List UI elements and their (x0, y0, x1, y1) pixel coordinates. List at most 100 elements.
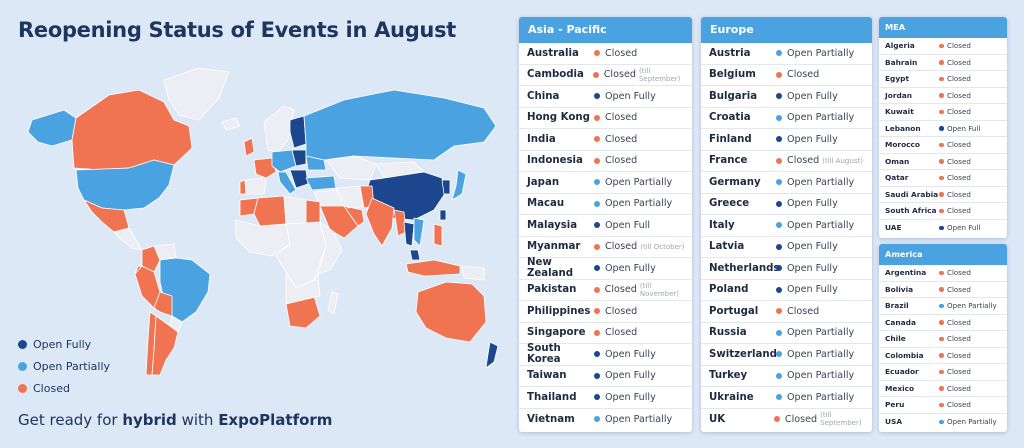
status-text: Closed (947, 206, 971, 216)
status-cell: Closed (594, 134, 637, 145)
status-cell: Closed (939, 351, 971, 360)
country-name: Ecuador (885, 367, 919, 377)
table-row-italy: Italy Open Partially (701, 215, 872, 237)
status-text: Open Fully (787, 133, 838, 145)
status-text: Closed (947, 90, 971, 100)
country-name: Bahrain (885, 57, 918, 67)
status-text: Closed (947, 41, 971, 51)
status-text: Open Full (947, 123, 981, 133)
country-name: UK (709, 413, 726, 425)
table-row-austria: Austria Open Partially (701, 43, 872, 65)
country-name: Egypt (885, 74, 909, 84)
country-name: Turkey (709, 370, 748, 382)
country-name: Germany (709, 176, 761, 188)
map-region-algeria (253, 195, 287, 227)
status-cell: Open Partially (776, 112, 854, 123)
legend-item-closed: Closed (18, 377, 110, 399)
map-region-greenland (163, 67, 230, 121)
status-dot (939, 159, 944, 164)
status-dot (594, 93, 600, 100)
status-cell: Open Fully (776, 198, 838, 209)
status-text: Closed (605, 112, 638, 124)
table-row-morocco: Morocco Closed (879, 137, 1007, 154)
table-row-saudi-arabia: Saudi Arabia Closed (879, 187, 1007, 203)
status-cell: Open Fully (594, 392, 656, 403)
country-name: Mexico (885, 383, 915, 393)
status-cell: Open Partially (776, 327, 854, 338)
country-name: UAE (885, 223, 902, 233)
status-text: Closed (947, 107, 971, 117)
country-name: Italy (709, 219, 735, 231)
panel-header: Asia - Pacific (519, 17, 692, 43)
country-name: Russia (709, 327, 747, 339)
country-name: France (709, 155, 748, 167)
map-region-central-europe (271, 149, 297, 173)
country-name: Malaysia (527, 219, 578, 231)
status-cell: Closed (939, 91, 971, 100)
table-row-france: France Closed (till August) (701, 151, 872, 172)
table-row-vietnam: Vietnam Open Partially (519, 409, 692, 431)
status-text: Closed (947, 140, 971, 150)
status-text: Open Fully (605, 370, 656, 382)
country-name: Qatar (885, 173, 909, 183)
table-row-canada: Canada Closed (879, 315, 1007, 331)
status-dot (939, 76, 944, 81)
map-region-bolivia (153, 291, 173, 317)
status-dot (939, 303, 944, 308)
status-dot (939, 60, 944, 65)
status-text: Closed (947, 350, 971, 360)
status-text: Open Partially (787, 219, 855, 231)
legend-label: Open Fully (33, 337, 92, 351)
country-name: Portugal (709, 305, 759, 317)
panel-header: MEA (879, 17, 1007, 38)
country-name: Myanmar (527, 241, 581, 253)
map-region-iceland (221, 117, 241, 131)
country-name: Pakistan (527, 284, 577, 296)
table-row-australia: Australia Closed (519, 43, 692, 65)
table-row-new-zealand: New Zealand Open Fully (519, 257, 692, 280)
table-row-chile: Chile Closed (879, 331, 1007, 348)
map-region-norway-sweden (263, 105, 295, 153)
status-note: (till August) (822, 156, 863, 165)
page-title: Reopening Status of Events in August (18, 18, 457, 42)
table-row-indonesia: Indonesia Closed (519, 151, 692, 172)
country-name: USA (885, 417, 903, 427)
table-row-belgium: Belgium Closed (701, 65, 872, 86)
map-region-taiwan (439, 209, 447, 221)
status-cell: Closed (939, 41, 971, 50)
status-dot (776, 243, 782, 250)
footer-bold-brand: ExpoPlatform (218, 411, 333, 429)
status-text: Closed (605, 155, 638, 167)
map-region-indonesia (405, 259, 461, 277)
status-cell: Open Partially (776, 392, 854, 403)
country-name: South Africa (885, 206, 937, 216)
map-region-argentina (151, 315, 179, 376)
country-name: South Korea (527, 343, 561, 366)
status-dot (594, 157, 600, 164)
country-name: Bulgaria (709, 90, 758, 102)
legend-item-open-fully: Open Fully (18, 333, 110, 355)
status-text: Open Partially (787, 112, 855, 124)
status-dot (592, 71, 599, 78)
status-dot (939, 109, 944, 114)
status-dot (939, 175, 944, 180)
status-text: Closed (605, 305, 638, 317)
status-cell: Open Partially (939, 417, 997, 426)
map-region-japan (451, 169, 467, 201)
status-cell: Open Full (939, 223, 980, 232)
status-cell: Open Fully (776, 263, 838, 274)
table-row-malaysia: Malaysia Open Full (519, 215, 692, 237)
status-cell: Closed (till August) (776, 155, 863, 166)
status-text: Open Fully (605, 348, 656, 360)
status-dot (939, 225, 944, 230)
status-cell: Closed (till September) (592, 67, 692, 83)
table-row-colombia: Colombia Closed (879, 348, 1007, 364)
status-dot (594, 265, 600, 272)
status-text: Closed (787, 155, 820, 167)
map-region-saudi-arabia (319, 205, 359, 239)
status-cell: Closed (till October) (594, 241, 685, 252)
map-region-poland (291, 149, 307, 167)
status-text: Open Full (947, 223, 981, 233)
status-dot (776, 329, 782, 336)
status-text: Open Fully (787, 198, 838, 210)
